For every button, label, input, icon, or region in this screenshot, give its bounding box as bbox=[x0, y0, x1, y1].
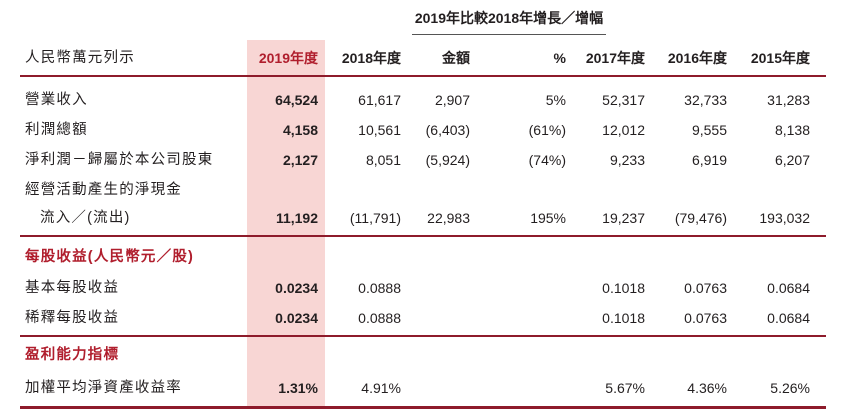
row-label-weighted-roe: 加權平均淨資產收益率 bbox=[25, 380, 182, 396]
col-header-2016: 2016年度 bbox=[667, 50, 727, 66]
table-cell: 61,617 bbox=[358, 92, 401, 108]
table-cell: 5.67% bbox=[605, 380, 645, 396]
table-cell: 0.0763 bbox=[684, 310, 727, 326]
growth-group-underline bbox=[412, 34, 606, 35]
table-cell: 12,012 bbox=[602, 122, 645, 138]
table-cell: 6,207 bbox=[774, 152, 810, 168]
row-label-net-profit: 淨利潤－歸屬於本公司股東 bbox=[25, 152, 214, 168]
table-cell: 0.0888 bbox=[358, 310, 401, 326]
row-label-basic-eps: 基本每股收益 bbox=[25, 280, 120, 296]
table-cell: 4,158 bbox=[282, 122, 318, 138]
table-cell: 0.0234 bbox=[275, 310, 318, 326]
table-cell: 0.0763 bbox=[684, 280, 727, 296]
col-header-amount: 金額 bbox=[442, 50, 470, 66]
table-cell: (79,476) bbox=[674, 210, 727, 226]
unit-label: 人民幣萬元列示 bbox=[25, 50, 135, 66]
table-cell: 2,907 bbox=[434, 92, 470, 108]
section-rule bbox=[20, 235, 826, 237]
table-cell: 31,283 bbox=[767, 92, 810, 108]
table-cell: 8,138 bbox=[774, 122, 810, 138]
table-cell: 64,524 bbox=[275, 92, 318, 108]
table-cell: 19,237 bbox=[602, 210, 645, 226]
table-cell: 9,233 bbox=[609, 152, 645, 168]
col-header-2018: 2018年度 bbox=[341, 50, 401, 66]
table-cell: (11,791) bbox=[349, 210, 401, 226]
col-header-2019: 2019年度 bbox=[258, 50, 318, 66]
table-cell: 22,983 bbox=[427, 210, 470, 226]
table-cell: 10,561 bbox=[358, 122, 401, 138]
table-cell: 11,192 bbox=[275, 210, 318, 226]
bottom-rule bbox=[20, 406, 826, 409]
col-header-2015: 2015年度 bbox=[750, 50, 810, 66]
table-cell: 4.91% bbox=[361, 380, 401, 396]
table-cell: 195% bbox=[530, 210, 566, 226]
section-rule bbox=[20, 335, 826, 337]
table-cell: 1.31% bbox=[278, 380, 318, 396]
row-label-inflow-outflow: 流入／(流出) bbox=[40, 210, 131, 226]
table-cell: (74%) bbox=[528, 152, 566, 168]
table-cell: 193,032 bbox=[759, 210, 810, 226]
table-cell: 4.36% bbox=[687, 380, 727, 396]
header-rule bbox=[20, 75, 826, 77]
row-label-total-profit: 利潤總額 bbox=[25, 122, 88, 138]
table-cell: 6,919 bbox=[691, 152, 727, 168]
table-cell: 52,317 bbox=[602, 92, 645, 108]
table-cell: 2,127 bbox=[282, 152, 318, 168]
table-cell: (61%) bbox=[528, 122, 566, 138]
table-cell: 8,051 bbox=[365, 152, 401, 168]
table-cell: 0.0684 bbox=[767, 310, 810, 326]
table-cell: 0.0888 bbox=[358, 280, 401, 296]
table-cell: 5% bbox=[545, 92, 566, 108]
col-header-2017: 2017年度 bbox=[585, 50, 645, 66]
table-cell: (6,403) bbox=[425, 122, 470, 138]
table-cell: 32,733 bbox=[684, 92, 727, 108]
table-cell: 0.0234 bbox=[275, 280, 318, 296]
section-title-profitability: 盈利能力指標 bbox=[25, 347, 120, 363]
row-label-operating-cash: 經營活動產生的淨現金 bbox=[25, 182, 182, 198]
table-cell: (5,924) bbox=[425, 152, 470, 168]
row-label-diluted-eps: 稀釋每股收益 bbox=[25, 310, 120, 326]
row-label-revenue: 營業收入 bbox=[25, 92, 88, 108]
section-title-eps: 每股收益(人民幣元／股) bbox=[25, 249, 195, 265]
table-cell: 0.1018 bbox=[602, 280, 645, 296]
table-cell: 9,555 bbox=[691, 122, 727, 138]
table-cell: 5.26% bbox=[770, 380, 810, 396]
highlight-2019-column bbox=[247, 40, 325, 407]
table-cell: 0.1018 bbox=[602, 310, 645, 326]
growth-group-header: 2019年比較2018年增長／增幅 bbox=[414, 10, 604, 26]
col-header-percent: % bbox=[553, 50, 566, 66]
table-cell: 0.0684 bbox=[767, 280, 810, 296]
